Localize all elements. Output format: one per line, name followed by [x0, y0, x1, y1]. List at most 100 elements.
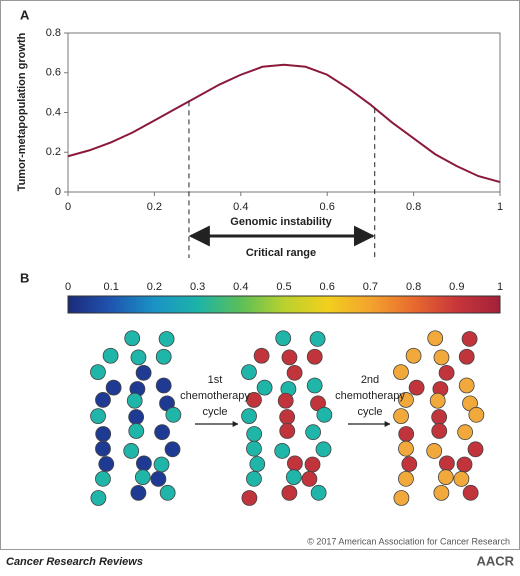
cell [467, 441, 484, 458]
range-label: Critical range [246, 247, 316, 259]
cell [275, 330, 292, 347]
colorbar-tick-label: 1 [497, 281, 503, 293]
cell [393, 364, 409, 381]
plot-area [67, 32, 501, 193]
cell [95, 470, 111, 487]
x-tick-label: 0.4 [233, 201, 248, 213]
cell [306, 348, 323, 365]
x-axis-label: Genomic instability [230, 216, 332, 228]
cell [458, 348, 475, 365]
cell [431, 423, 448, 439]
cell [150, 471, 167, 487]
cell [128, 423, 145, 439]
cell [246, 440, 262, 457]
cell [426, 443, 443, 459]
cell [408, 379, 425, 396]
cell [90, 490, 107, 506]
cell [253, 347, 270, 364]
x-tick-label: 0.8 [406, 201, 421, 213]
cell [309, 331, 326, 347]
cell [134, 469, 151, 486]
cell [433, 349, 450, 366]
colorbar [67, 295, 501, 314]
cell [277, 392, 294, 409]
y-tick-label: 0.4 [46, 106, 61, 118]
cell [398, 440, 414, 457]
cell [135, 364, 152, 381]
colorbar-tick-label: 0.8 [406, 281, 421, 293]
cell [286, 364, 303, 381]
cell [287, 455, 303, 472]
cell [301, 471, 318, 487]
cell [154, 424, 171, 441]
cell [126, 392, 143, 409]
cell [427, 330, 444, 347]
cell [405, 347, 422, 364]
y-tick-label: 0 [55, 186, 61, 198]
cell [95, 392, 111, 408]
cell [155, 348, 172, 365]
cell [246, 470, 262, 487]
curve [67, 63, 501, 184]
cell [468, 406, 485, 423]
cell [124, 330, 141, 347]
cell [136, 455, 152, 472]
colorbar-tick-label: 0.6 [320, 281, 335, 293]
step-label: chemotherapy [335, 390, 405, 402]
logo: AACR [476, 553, 514, 568]
cell [130, 484, 147, 501]
colorbar-tick-label: 0.4 [233, 281, 248, 293]
cell [439, 455, 455, 472]
cell [274, 443, 291, 459]
step-label: 1st [208, 374, 223, 386]
cell [159, 484, 176, 501]
cell [246, 392, 262, 408]
copyright: © 2017 American Association for Cancer R… [307, 536, 510, 546]
cell [241, 408, 257, 425]
cell [158, 331, 175, 347]
cell [95, 440, 111, 457]
cell [398, 392, 414, 408]
cell [461, 331, 478, 347]
cell [310, 484, 327, 501]
cell [462, 484, 479, 501]
cell [315, 441, 332, 458]
cell [153, 456, 170, 473]
colorbar-tick-label: 0.7 [363, 281, 378, 293]
cell [123, 443, 140, 459]
cell [316, 406, 333, 423]
colorbar-tick-label: 0.5 [276, 281, 291, 293]
cell [393, 408, 409, 425]
cell [457, 424, 474, 441]
journal-name: Cancer Research Reviews [6, 556, 143, 568]
cell [279, 409, 296, 425]
cell [401, 456, 418, 472]
panel-label: A [20, 7, 30, 22]
cell [98, 456, 115, 472]
panel-label: B [20, 270, 29, 285]
cell [281, 349, 298, 366]
cell [164, 441, 181, 458]
colorbar-tick-label: 0 [65, 281, 71, 293]
cell [393, 490, 410, 506]
cell [256, 379, 273, 396]
colorbar-tick-label: 0.9 [449, 281, 464, 293]
cell [90, 408, 106, 425]
cell [246, 426, 263, 442]
cell [438, 364, 455, 381]
cell [398, 426, 415, 442]
x-tick-label: 0 [65, 201, 71, 213]
cell [398, 470, 414, 487]
x-tick-label: 0.6 [320, 201, 335, 213]
step-label: cycle [357, 406, 382, 418]
cell [433, 484, 450, 501]
step-label: 2nd [361, 374, 379, 386]
cell [456, 456, 473, 473]
cell [458, 377, 475, 394]
cell [429, 392, 446, 409]
cell [90, 364, 106, 381]
y-tick-label: 0.8 [46, 27, 61, 39]
y-axis-label: Tumor-metapopulation growth [16, 32, 28, 191]
cell [128, 409, 145, 425]
